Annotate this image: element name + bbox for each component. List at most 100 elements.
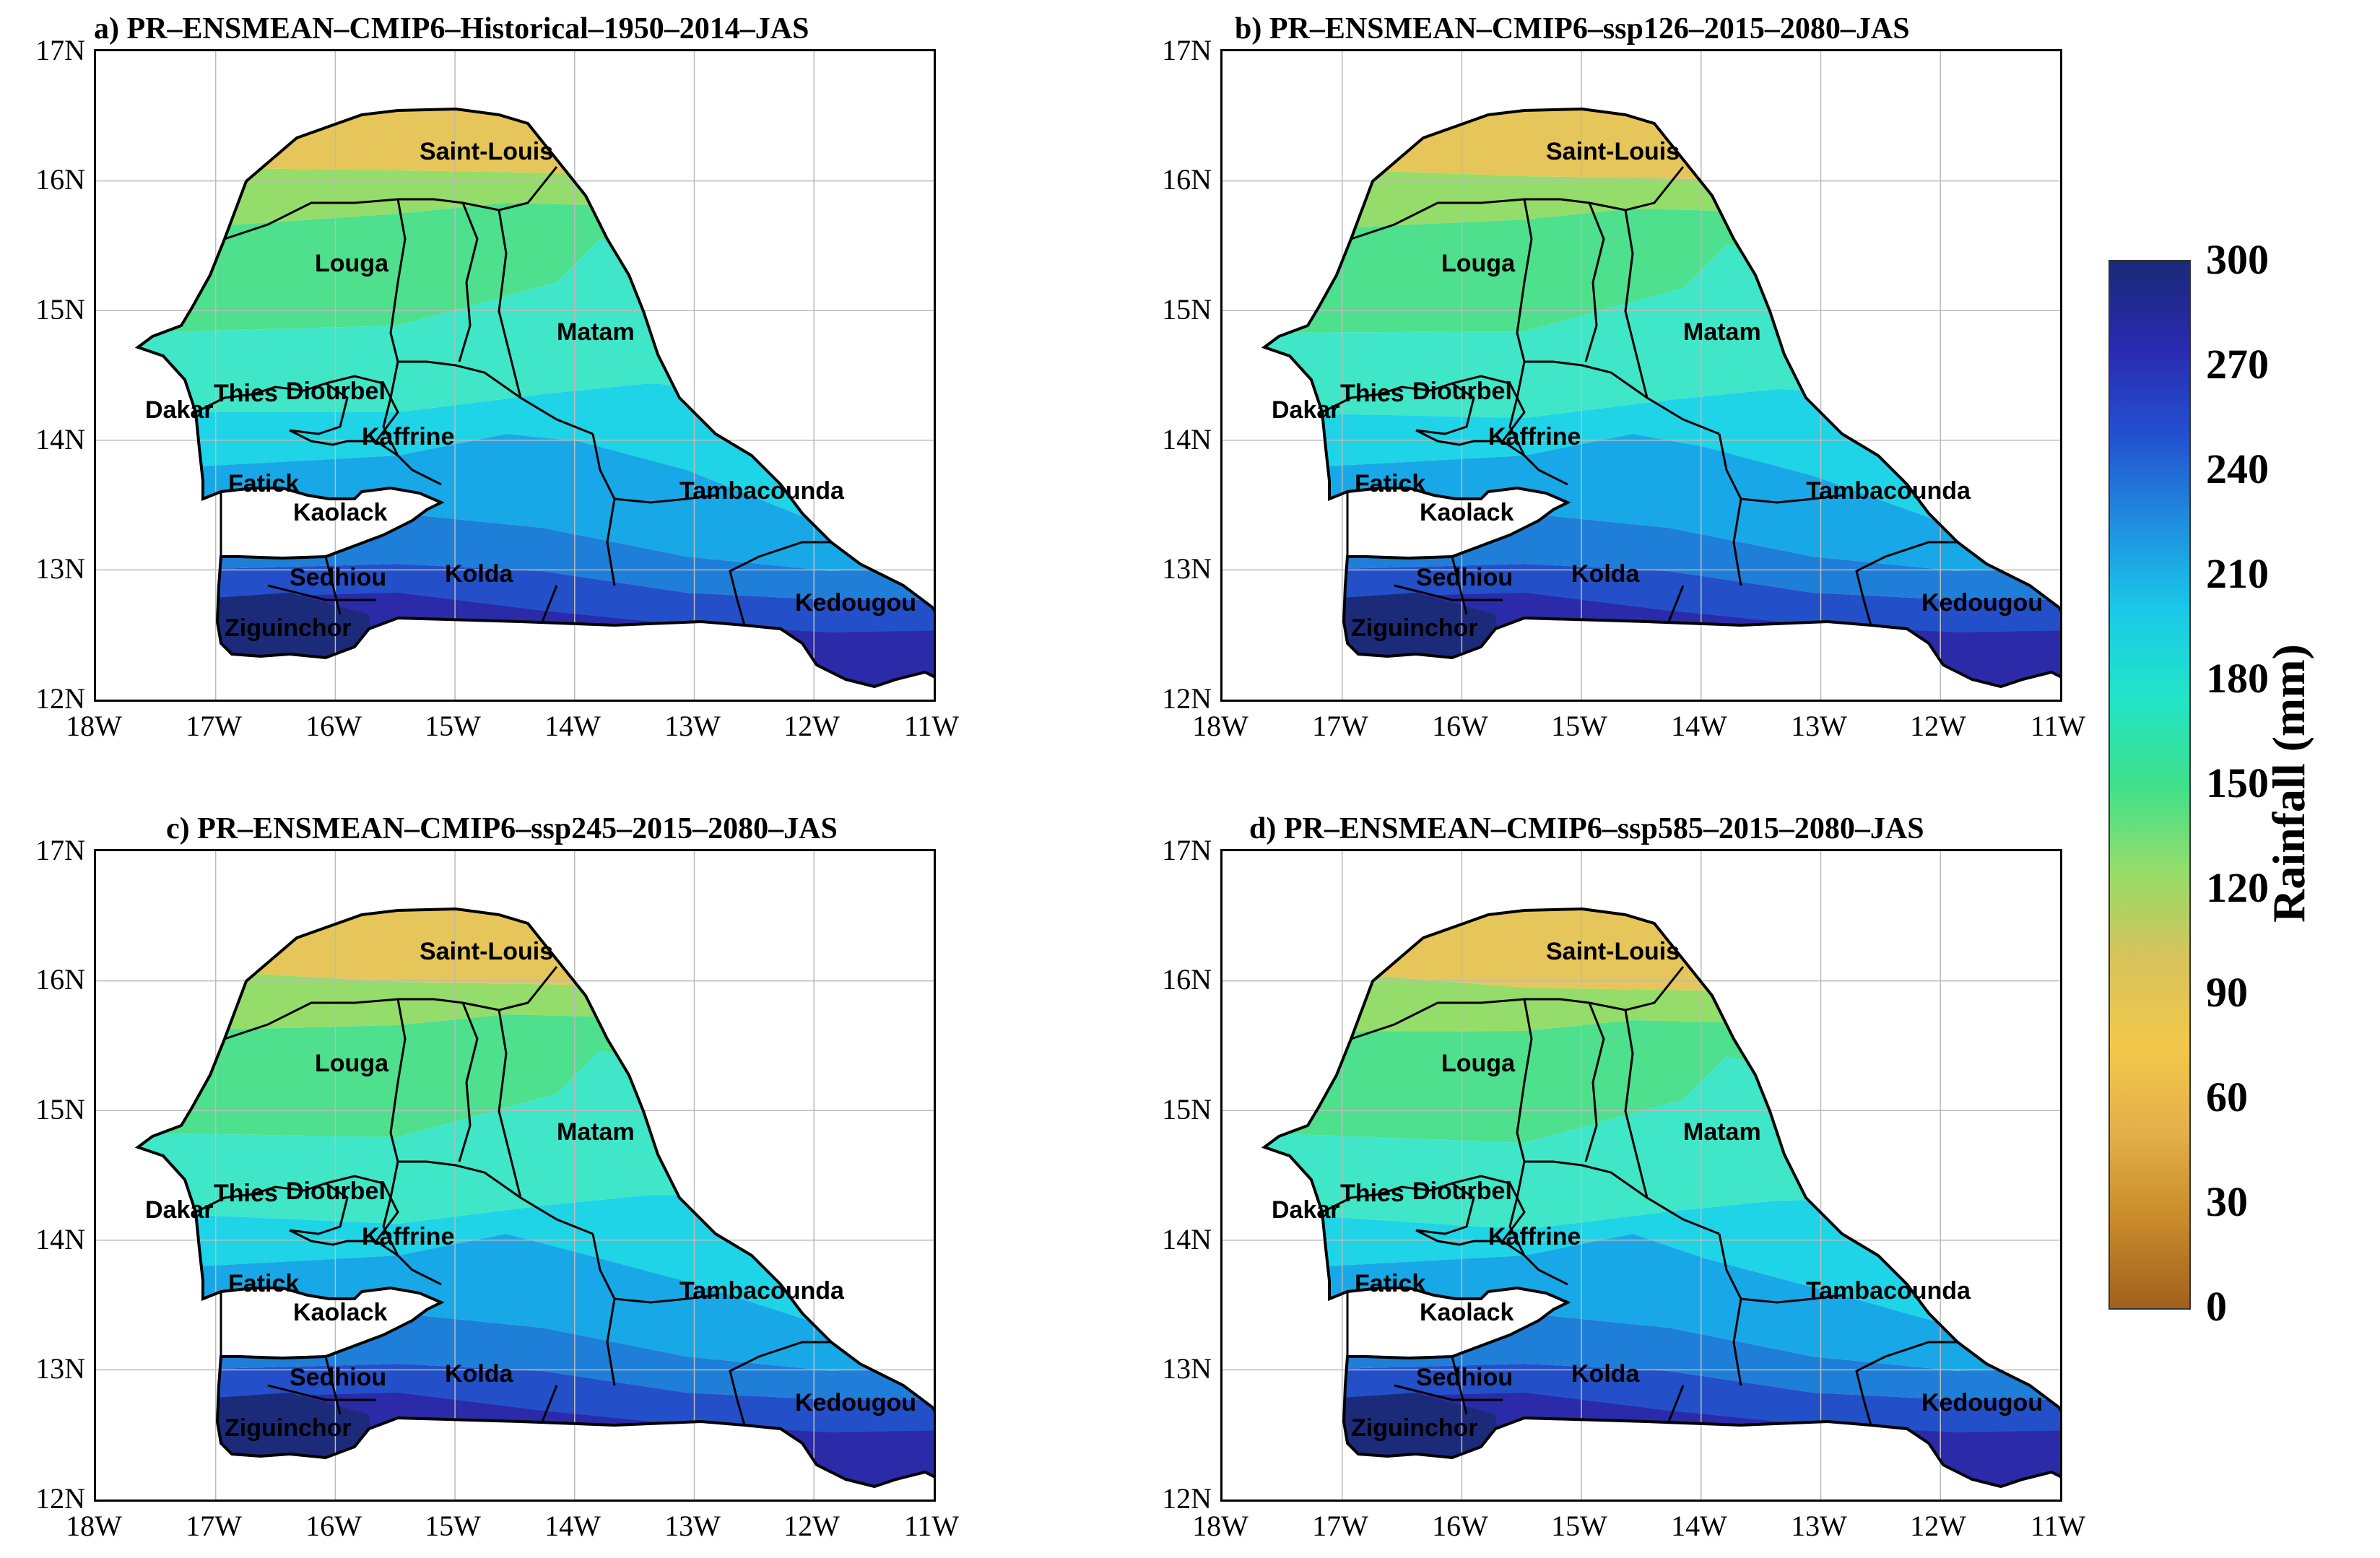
region-boundary	[458, 1002, 479, 1162]
region-label: Sedhiou	[290, 564, 386, 591]
lat-tick: 14N	[1162, 423, 1212, 456]
region-label: Ziguinchor	[1351, 1414, 1478, 1442]
region-label: Diourbel	[1412, 1178, 1512, 1205]
region-boundary	[375, 1240, 442, 1286]
map-group: Saint-Louis Louga Matam Thies Diourbel Dakar K…	[1222, 851, 2060, 1500]
region-label: Matam	[1683, 318, 1761, 346]
rainfall-band	[1264, 1393, 1510, 1487]
region-boundary	[389, 998, 407, 1162]
region-boundary	[1508, 1161, 1526, 1256]
region-label: Matam	[557, 318, 635, 346]
region-label: Kaolack	[1420, 499, 1513, 526]
lat-tick: 13N	[35, 552, 85, 585]
region-label: Kaffrine	[362, 423, 454, 451]
region-label: Kaffrine	[362, 1223, 454, 1250]
region-label: Kedougou	[795, 1389, 916, 1416]
region-boundary	[498, 1009, 522, 1198]
region-boundary	[382, 361, 399, 456]
region-boundary	[1350, 166, 1685, 240]
map-group: Saint-Louis Louga Matam Thies Diourbel Dakar K…	[96, 851, 934, 1500]
lat-tick: 12N	[1162, 682, 1212, 715]
region-boundary	[1516, 199, 1533, 362]
lon-tick: 13W	[1791, 710, 1847, 742]
region-label: Tambacounda	[679, 1277, 845, 1305]
region-boundary	[382, 1161, 399, 1256]
lon-tick: 18W	[66, 710, 122, 742]
region-label: Fatick	[228, 470, 299, 497]
region-boundaries	[1321, 966, 1958, 1426]
region-label: Kaolack	[1420, 1299, 1513, 1326]
lat-tick: 12N	[35, 1482, 85, 1515]
rainfall-map: Saint-Louis Louga Matam Thies Diourbel Dakar K…	[96, 51, 934, 700]
region-label: Kedougou	[795, 589, 916, 617]
map-frame: Saint-Louis Louga Matam Thies Diourbel Dakar K…	[94, 849, 936, 1502]
region-boundary	[1584, 1002, 1605, 1162]
region-label: Tambacounda	[679, 477, 845, 505]
lon-tick: 16W	[305, 1510, 362, 1542]
lon-tick: 17W	[1312, 1510, 1368, 1542]
lat-tick: 15N	[35, 293, 85, 326]
region-boundary	[1667, 1385, 1685, 1422]
region-boundary	[1415, 382, 1475, 435]
lat-tick: 16N	[35, 163, 85, 196]
region-boundary	[1740, 494, 1843, 504]
region-label: Kedougou	[1921, 589, 2043, 617]
region-label: Ziguinchor	[1351, 614, 1478, 642]
lon-tick: 18W	[66, 1510, 122, 1542]
region-label: Thies	[1340, 380, 1404, 407]
region-boundary	[375, 440, 442, 486]
country-outline	[134, 907, 934, 1489]
region-boundary	[1350, 966, 1685, 1040]
lat-tick: 17N	[35, 34, 85, 66]
lat-tick: 16N	[35, 963, 85, 996]
region-label: Thies	[1340, 1180, 1404, 1207]
map-group: Saint-Louis Louga Matam Thies Diourbel Dakar K…	[1222, 51, 2060, 700]
colorbar-tick: 270	[2206, 341, 2269, 388]
region-boundary	[324, 556, 342, 615]
lon-tick: 17W	[186, 1510, 242, 1542]
region-label: Diourbel	[1412, 378, 1512, 405]
region-label: Saint-Louis	[1546, 138, 1680, 165]
lon-tick: 13W	[1791, 1510, 1847, 1542]
lon-tick: 14W	[1671, 1510, 1727, 1542]
rainfall-band	[138, 434, 934, 571]
country-outline	[1261, 107, 2060, 689]
lon-tick: 14W	[544, 710, 601, 742]
lat-tick: 12N	[35, 682, 85, 715]
lat-tick: 13N	[1162, 552, 1212, 585]
lon-tick: 17W	[186, 710, 242, 742]
lon-tick: 11W	[2030, 710, 2086, 742]
region-boundary	[1524, 360, 1720, 435]
colorbar-label-text: Rainfall (mm)	[2263, 644, 2314, 923]
region-label: Fatick	[1355, 1270, 1425, 1297]
lon-tick: 11W	[2030, 1510, 2086, 1542]
region-boundary	[1321, 382, 1453, 414]
region-boundary	[1451, 1356, 1468, 1415]
region-label: Kolda	[1571, 1360, 1641, 1388]
lon-tick: 15W	[425, 710, 481, 742]
colorbar-tick: 0	[2206, 1283, 2227, 1330]
region-boundary	[1415, 1229, 1475, 1246]
lon-tick: 15W	[425, 1510, 481, 1542]
region-boundary	[1508, 361, 1526, 456]
rainfall-band	[138, 1393, 383, 1487]
region-boundary	[1394, 1384, 1503, 1401]
colorbar-tick: 150	[2206, 760, 2269, 806]
region-boundary	[1415, 429, 1475, 446]
region-label: Louga	[315, 250, 389, 277]
region-boundary	[1394, 584, 1503, 601]
region-boundary	[1451, 556, 1468, 615]
colorbar-tick: 60	[2206, 1074, 2248, 1120]
rainfall-band	[138, 909, 934, 985]
region-boundary	[614, 494, 716, 504]
lon-tick: 16W	[1432, 710, 1488, 742]
region-boundary	[324, 1356, 342, 1415]
lon-tick: 12W	[1910, 710, 1966, 742]
region-boundary	[195, 1182, 326, 1214]
region-label: Kolda	[1571, 560, 1641, 588]
lon-tick: 18W	[1192, 710, 1248, 742]
region-label: Sedhiou	[1416, 1364, 1513, 1391]
colorbar-tick: 90	[2206, 969, 2248, 1016]
colorbar-tick: 30	[2206, 1178, 2248, 1225]
region-boundary	[1502, 440, 1568, 486]
